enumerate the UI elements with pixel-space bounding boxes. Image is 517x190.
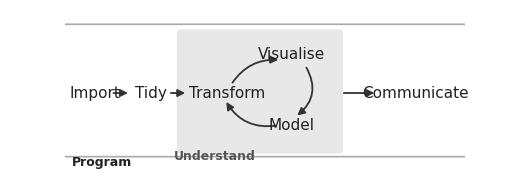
Text: Model: Model	[268, 118, 314, 133]
Text: Communicate: Communicate	[362, 86, 468, 101]
Text: Understand: Understand	[174, 150, 256, 163]
Text: Transform: Transform	[189, 86, 265, 101]
Text: Import: Import	[69, 86, 120, 101]
Text: Program: Program	[72, 156, 132, 169]
FancyBboxPatch shape	[177, 29, 343, 154]
Text: Tidy: Tidy	[135, 86, 166, 101]
FancyBboxPatch shape	[60, 24, 469, 157]
Text: Visualise: Visualise	[257, 48, 325, 63]
